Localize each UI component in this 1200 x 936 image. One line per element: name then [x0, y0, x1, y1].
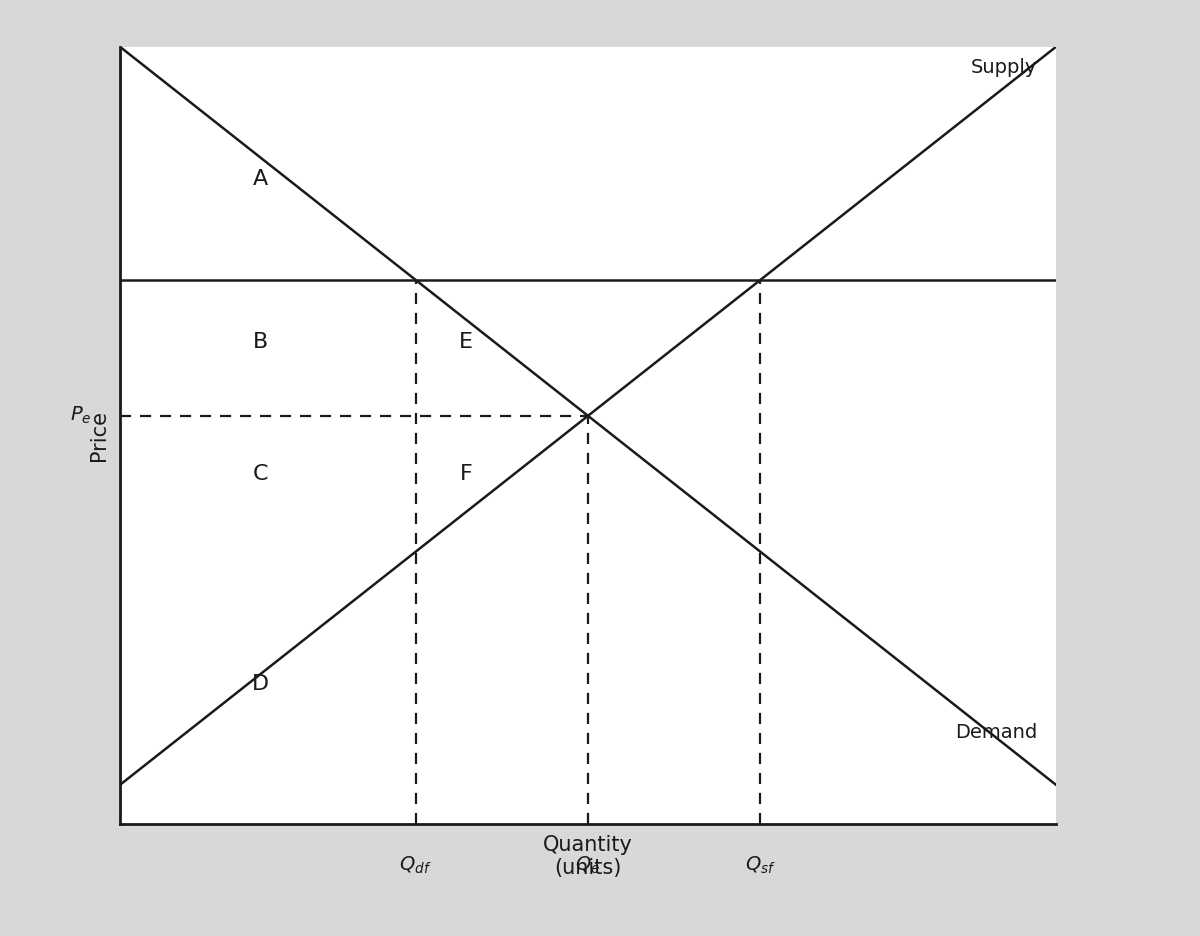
Text: $P_e$: $P_e$ [71, 405, 92, 427]
Y-axis label: Price: Price [89, 410, 109, 461]
Text: F: F [460, 464, 473, 484]
Text: Supply: Supply [971, 58, 1037, 78]
Text: $Q_{df}$: $Q_{df}$ [400, 855, 432, 876]
Text: A: A [253, 168, 268, 189]
Text: $Q_{sf}$: $Q_{sf}$ [745, 855, 776, 876]
Text: D: D [252, 674, 269, 694]
X-axis label: Quantity
(units): Quantity (units) [544, 835, 632, 878]
Text: E: E [460, 332, 473, 352]
Text: Demand: Demand [955, 723, 1037, 741]
Text: C: C [253, 464, 268, 484]
Text: $Q_e$: $Q_e$ [576, 855, 600, 876]
Text: B: B [253, 332, 268, 352]
